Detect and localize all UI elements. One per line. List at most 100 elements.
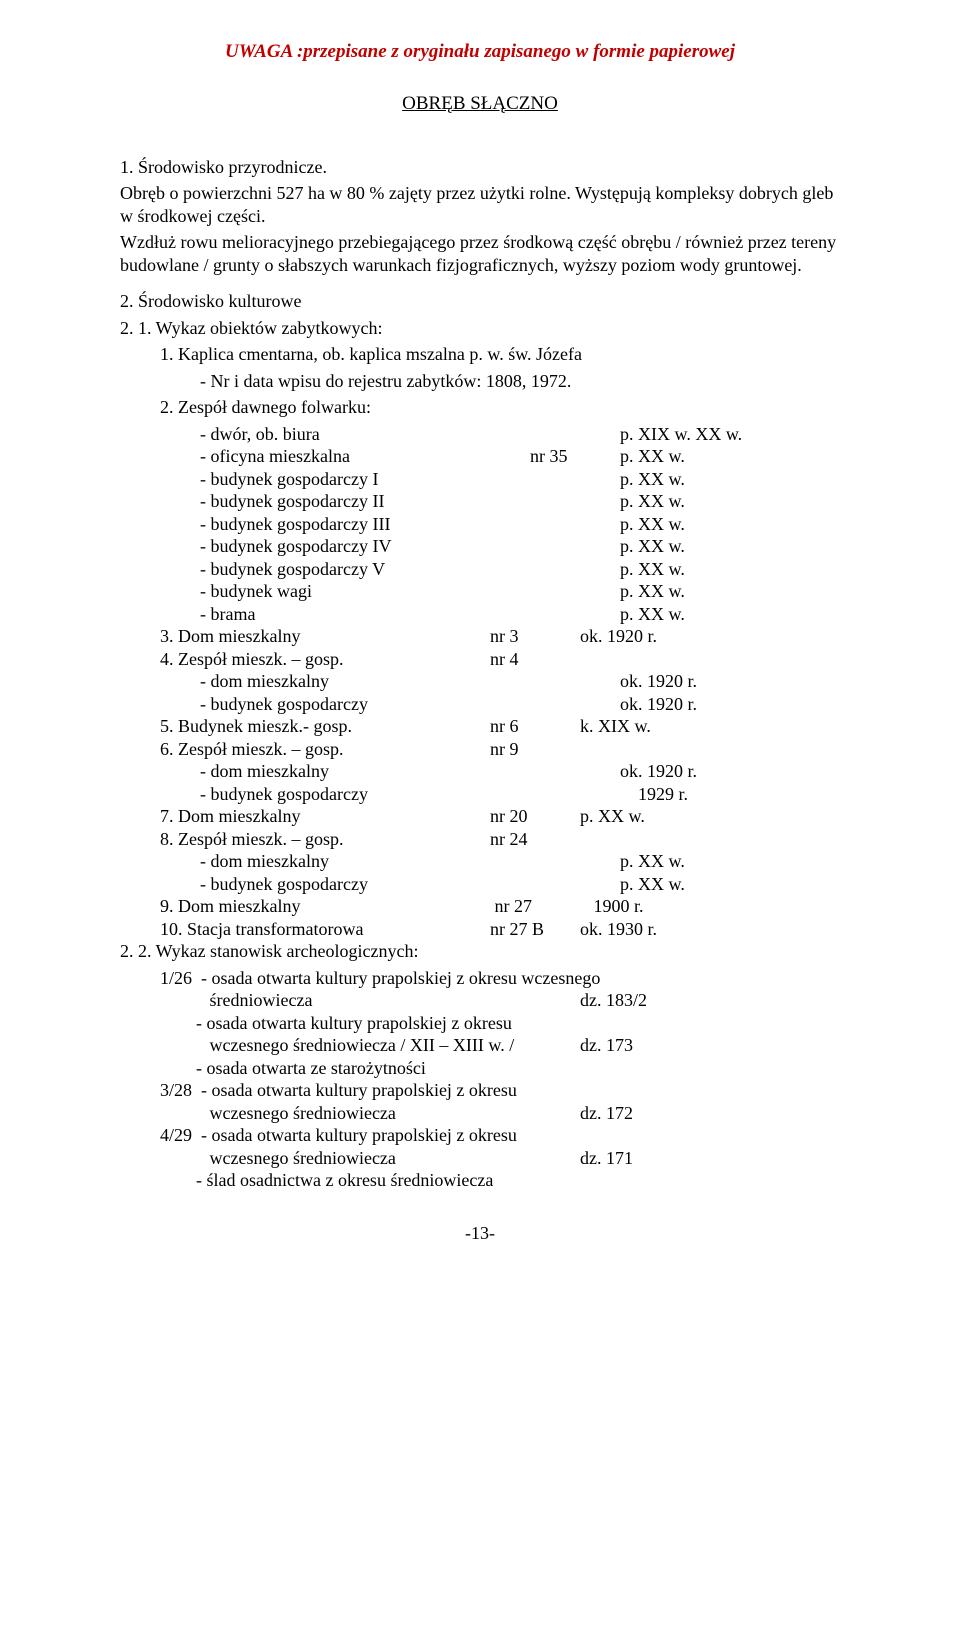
item-label: wczesnego średniowiecza / XII – XIII w. … xyxy=(160,1034,580,1057)
item-number xyxy=(530,535,620,558)
list-item: - ślad osadnictwa z okresu średniowiecza xyxy=(160,1169,840,1192)
item-number xyxy=(530,693,620,716)
item-date: p. XX w. xyxy=(620,535,685,558)
item-date: dz. 183/2 xyxy=(580,989,647,1012)
item-label: - budynek wagi xyxy=(200,580,530,603)
list-item: - budynek wagi p. XX w. xyxy=(200,580,840,603)
item-label: 6. Zespół mieszk. – gosp. xyxy=(160,738,490,761)
item-label: - dwór, ob. biura xyxy=(200,423,530,446)
item-number xyxy=(530,490,620,513)
item-number xyxy=(530,783,620,806)
item-number: nr 27 B xyxy=(490,918,580,941)
list-6-sub: - dom mieszkalny ok. 1920 r.- budynek gos… xyxy=(200,760,840,805)
item-label: średniowiecza xyxy=(160,989,580,1012)
item-label: wczesnego średniowiecza xyxy=(160,1147,580,1170)
section-1-head: 1. Środowisko przyrodnicze. xyxy=(120,156,840,179)
list-item: - dom mieszkalny ok. 1920 r. xyxy=(200,670,840,693)
item-date: ok. 1920 r. xyxy=(620,670,697,693)
list-item: 9. Dom mieszkalny nr 27 1900 r. xyxy=(160,895,840,918)
item-label: - budynek gospodarczy xyxy=(200,693,530,716)
list-item: - osada otwarta kultury prapolskiej z ok… xyxy=(160,1012,840,1035)
item-number: nr 24 xyxy=(490,828,580,851)
list-item: - budynek gospodarczy II p. XX w. xyxy=(200,490,840,513)
item-date: 1900 r. xyxy=(580,895,644,918)
item-number: nr 35 xyxy=(530,445,620,468)
item-date: p. XX w. xyxy=(620,850,685,873)
item-label: wczesnego średniowiecza xyxy=(160,1102,580,1125)
item-number xyxy=(530,513,620,536)
item-date: dz. 171 xyxy=(580,1147,633,1170)
list-item: 5. Budynek mieszk.- gosp.nr 6k. XIX w. xyxy=(160,715,840,738)
item-label: - dom mieszkalny xyxy=(200,760,530,783)
item-label: - budynek gospodarczy I xyxy=(200,468,530,491)
item-date: dz. 173 xyxy=(580,1034,633,1057)
list-item: - brama p. XX w. xyxy=(200,603,840,626)
item-label: - dom mieszkalny xyxy=(200,670,530,693)
item-label: 5. Budynek mieszk.- gosp. xyxy=(160,715,490,738)
item-label: 3. Dom mieszkalny xyxy=(160,625,490,648)
list-7-8: 7. Dom mieszkalnynr 20p. XX w.8. Zespół … xyxy=(160,805,840,850)
item-number: nr 20 xyxy=(490,805,580,828)
item-1b: - Nr i data wpisu do rejestru zabytków: … xyxy=(200,370,840,393)
item-number xyxy=(530,580,620,603)
item-1a: 1. Kaplica cmentarna, ob. kaplica mszaln… xyxy=(160,343,840,366)
item-date: ok. 1920 r. xyxy=(620,760,697,783)
item-number xyxy=(530,850,620,873)
list-item: 10. Stacja transformatorowanr 27 Bok. 19… xyxy=(160,918,840,941)
list-item: - osada otwarta ze starożytności xyxy=(160,1057,840,1080)
list-item: - budynek gospodarczy IVp. XX w. xyxy=(200,535,840,558)
item-label: 1/26 - osada otwarta kultury prapolskiej… xyxy=(160,967,580,990)
item-number xyxy=(530,670,620,693)
list-item: 3/28 - osada otwarta kultury prapolskiej… xyxy=(160,1079,840,1102)
list-item: wczesnego średniowieczadz. 172 xyxy=(160,1102,840,1125)
item-date: p. XX w. xyxy=(620,490,685,513)
list-item: średniowieczadz. 183/2 xyxy=(160,989,840,1012)
item-label: - osada otwarta kultury prapolskiej z ok… xyxy=(160,1012,580,1035)
list-8-sub: - dom mieszkalnyp. XX w.- budynek gospod… xyxy=(200,850,840,895)
list-5-6: 5. Budynek mieszk.- gosp.nr 6k. XIX w.6.… xyxy=(160,715,840,760)
list-item: wczesnego średniowiecza / XII – XIII w. … xyxy=(160,1034,840,1057)
item-label: - budynek gospodarczy II xyxy=(200,490,530,513)
item-number: nr 4 xyxy=(490,648,580,671)
list-item: - budynek gospodarczy V p. XX w. xyxy=(200,558,840,581)
item-number xyxy=(530,423,620,446)
item-date: p. XX w. xyxy=(620,580,685,603)
folwark-list: - dwór, ob. biurap. XIX w. XX w.- oficyn… xyxy=(200,423,840,626)
item-2: 2. Zespół dawnego folwarku: xyxy=(160,396,840,419)
item-label: - budynek gospodarczy III xyxy=(200,513,530,536)
item-date: 1929 r. xyxy=(620,783,688,806)
item-number xyxy=(530,603,620,626)
section-2-head: 2. Środowisko kulturowe xyxy=(120,290,840,313)
item-number xyxy=(530,558,620,581)
item-number xyxy=(530,468,620,491)
list-item: - dom mieszkalny p. XX w. xyxy=(200,850,840,873)
item-date: p. XIX w. XX w. xyxy=(620,423,742,446)
item-label: - budynek gospodarczy V xyxy=(200,558,530,581)
item-date: ok. 1930 r. xyxy=(580,918,657,941)
list-item: - budynek gospodarczy IIIp. XX w. xyxy=(200,513,840,536)
document-page: UWAGA :przepisane z oryginału zapisanego… xyxy=(0,0,960,1274)
item-label: - ślad osadnictwa z okresu średniowiecza xyxy=(160,1169,580,1192)
section-2-1-head: 2. 1. Wykaz obiektów zabytkowych: xyxy=(120,317,840,340)
item-label: - dom mieszkalny xyxy=(200,850,530,873)
item-date: dz. 172 xyxy=(580,1102,633,1125)
list-item: 4. Zespół mieszk. – gosp.nr 4 xyxy=(160,648,840,671)
list-9-10: 9. Dom mieszkalny nr 27 1900 r.10. Stacj… xyxy=(160,895,840,940)
item-date: p. XX w. xyxy=(620,603,685,626)
list-item: - budynek gospodarczyok. 1920 r. xyxy=(200,693,840,716)
item-date: k. XIX w. xyxy=(580,715,651,738)
list-item: 4/29 - osada otwarta kultury prapolskiej… xyxy=(160,1124,840,1147)
item-date: p. XX w. xyxy=(620,558,685,581)
list-item: - budynek gospodarczy Ip. XX w. xyxy=(200,468,840,491)
item-number: nr 9 xyxy=(490,738,580,761)
item-label: - brama xyxy=(200,603,530,626)
list-4-sub: - dom mieszkalnyok. 1920 r.- budynek gos… xyxy=(200,670,840,715)
list-item: - budynek gospodarczy 1929 r. xyxy=(200,783,840,806)
section-2-2-head: 2. 2. Wykaz stanowisk archeologicznych: xyxy=(120,940,840,963)
archaeology-list: 1/26 - osada otwarta kultury prapolskiej… xyxy=(160,967,840,1192)
section-1-p2: Wzdłuż rowu melioracyjnego przebiegające… xyxy=(120,231,840,276)
item-number: nr 6 xyxy=(490,715,580,738)
list-item: - dom mieszkalny ok. 1920 r. xyxy=(200,760,840,783)
page-title: OBRĘB SŁĄCZNO xyxy=(120,92,840,116)
item-date: ok. 1920 r. xyxy=(580,625,657,648)
